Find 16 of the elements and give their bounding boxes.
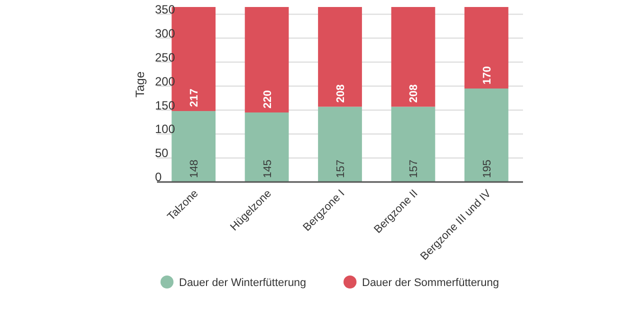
data-label: 157 [408, 160, 420, 178]
y-tick-label: 100 [155, 122, 176, 136]
data-label: 208 [408, 84, 420, 103]
data-label: 157 [335, 160, 347, 178]
y-axis-title: Tage [133, 71, 147, 98]
data-label: 208 [335, 84, 347, 103]
data-label: 148 [188, 160, 201, 178]
legend-label: Dauer der Sommerfütterung [362, 277, 499, 289]
data-label: 145 [262, 160, 274, 178]
y-tick-label: 0 [155, 170, 162, 184]
data-label: 195 [481, 160, 494, 178]
y-tick-label: 50 [155, 146, 169, 160]
legend-label: Dauer der Winterfütterung [179, 277, 306, 289]
data-label: 217 [188, 88, 201, 108]
data-label: 220 [262, 90, 274, 108]
data-label: 170 [481, 66, 494, 85]
